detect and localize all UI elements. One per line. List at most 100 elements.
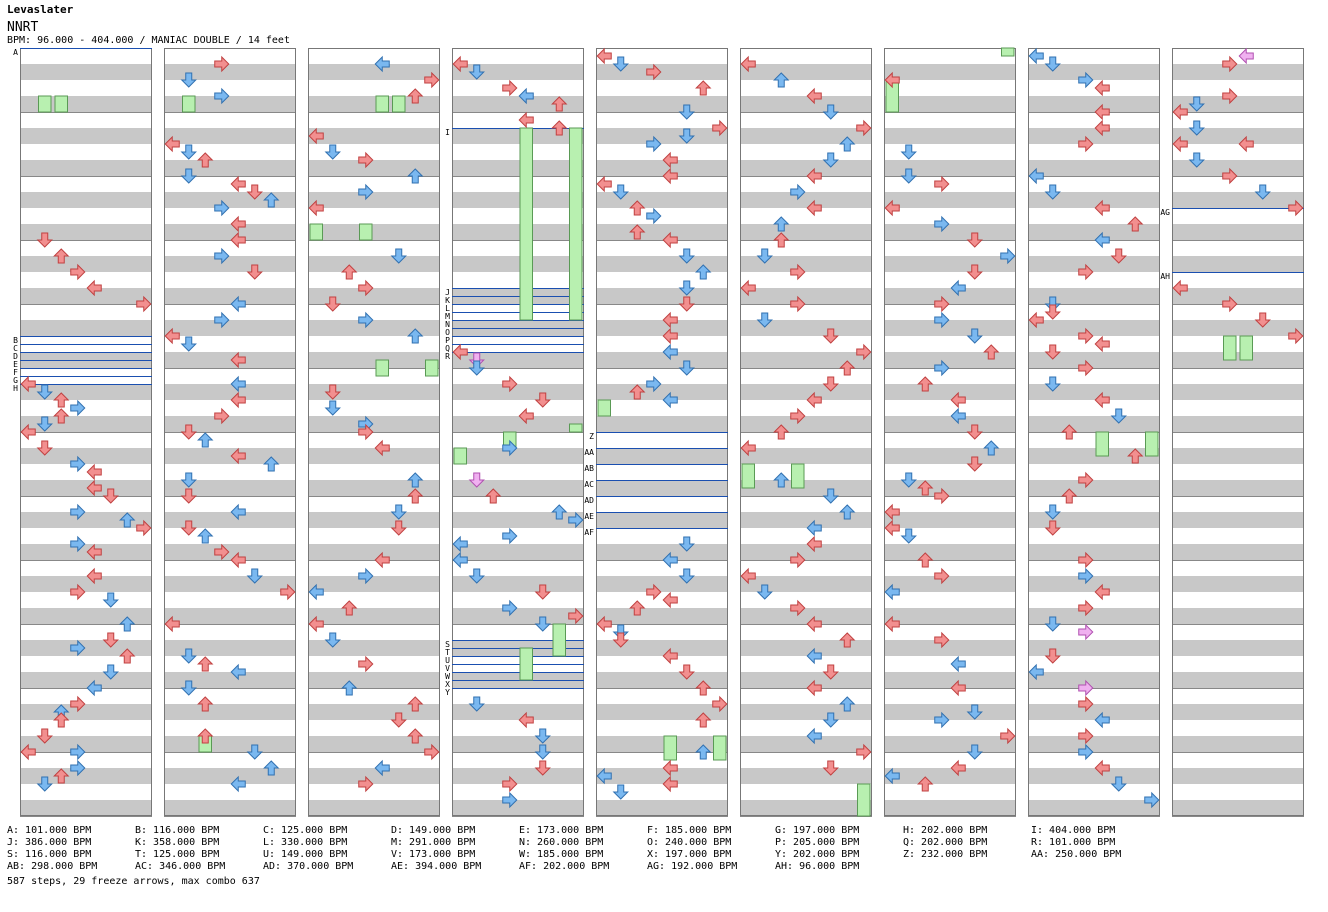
stripe — [1172, 720, 1304, 736]
arrow-right — [70, 399, 86, 417]
arrow-right — [646, 207, 662, 225]
arrow-down — [36, 440, 53, 456]
stripe — [884, 144, 1016, 160]
arrow-right — [70, 535, 86, 553]
arrow-left — [308, 615, 324, 633]
stripe — [1028, 128, 1160, 144]
arrow-left — [374, 551, 390, 569]
arrow-left — [806, 615, 822, 633]
arrow-down — [1188, 96, 1205, 112]
stripe — [452, 400, 584, 416]
stripe — [164, 224, 296, 240]
stripe — [884, 352, 1016, 368]
stripe — [1028, 240, 1160, 256]
stripe — [164, 784, 296, 800]
stripe — [308, 208, 440, 224]
arrow-right — [1078, 263, 1094, 281]
arrow-up — [695, 264, 712, 280]
arrow-up — [119, 616, 136, 632]
stripe — [596, 576, 728, 592]
stripe — [596, 208, 728, 224]
arrow-right — [646, 135, 662, 153]
arrow-down — [966, 424, 983, 440]
arrow-left — [86, 463, 102, 481]
arrow-left — [884, 71, 900, 89]
stripe — [1028, 352, 1160, 368]
stripe — [1028, 192, 1160, 208]
arrow-down — [966, 232, 983, 248]
arrow-up — [119, 648, 136, 664]
arrow-left — [86, 567, 102, 585]
stripe — [164, 800, 296, 816]
arrow-right — [934, 567, 950, 585]
arrow-right — [358, 311, 374, 329]
stripe — [164, 544, 296, 560]
arrow-down — [180, 648, 197, 664]
stripe — [740, 608, 872, 624]
arrow-left — [950, 679, 966, 697]
arrow-down — [966, 704, 983, 720]
stripe — [740, 688, 872, 704]
arrow-right — [1288, 199, 1304, 217]
stripe — [20, 608, 152, 624]
stripe — [884, 464, 1016, 480]
stripe — [164, 720, 296, 736]
arrow-right — [790, 263, 806, 281]
stripe — [740, 800, 872, 816]
stripe — [452, 96, 584, 112]
stripe — [596, 128, 728, 144]
arrow-up — [53, 712, 70, 728]
stripe — [1028, 336, 1160, 352]
stripe — [452, 448, 584, 464]
stripe — [20, 240, 152, 256]
stripe — [20, 640, 152, 656]
arrow-left — [230, 175, 246, 193]
arrow-left — [1094, 79, 1110, 97]
arrow-left — [950, 759, 966, 777]
arrow-right — [358, 567, 374, 585]
stripe — [308, 688, 440, 704]
arrow-left — [1094, 119, 1110, 137]
stripe — [740, 96, 872, 112]
arrow-down — [1188, 152, 1205, 168]
arrow-up — [695, 80, 712, 96]
bpm-marker-label: Z — [589, 432, 594, 441]
stripe — [164, 496, 296, 512]
arrow-left — [164, 327, 180, 345]
stripe — [1028, 784, 1160, 800]
arrow-right — [712, 695, 728, 713]
bpm-legend-entry: X: 197.000 BPM — [647, 849, 732, 860]
stripe — [884, 208, 1016, 224]
stripe — [1172, 656, 1304, 672]
stripe — [740, 448, 872, 464]
stripe — [884, 256, 1016, 272]
arrow-down — [36, 728, 53, 744]
bpm-marker-label: Q — [445, 344, 450, 353]
stripe — [1172, 224, 1304, 240]
arrow-down — [1044, 344, 1061, 360]
bpm-legend-entry: AF: 202.000 BPM — [519, 861, 610, 872]
stripe — [884, 320, 1016, 336]
arrow-left — [662, 167, 678, 185]
stripe — [884, 112, 1016, 128]
arrow-down — [102, 592, 119, 608]
stripe — [596, 112, 728, 128]
stripe — [740, 160, 872, 176]
stripe — [1028, 432, 1160, 448]
stripe — [452, 480, 584, 496]
bpm-marker-label: D — [13, 352, 18, 361]
stripe — [308, 672, 440, 688]
stripe — [164, 176, 296, 192]
arrow-down — [822, 104, 839, 120]
stripe — [452, 464, 584, 480]
arrow-down — [1188, 120, 1205, 136]
stripe — [740, 80, 872, 96]
stripe — [20, 256, 152, 272]
arrow-left — [1094, 231, 1110, 249]
stripe — [1028, 528, 1160, 544]
stripe — [308, 128, 440, 144]
arrow-left — [806, 727, 822, 745]
stripe — [164, 656, 296, 672]
freeze-arrow — [359, 223, 373, 241]
stripe — [884, 368, 1016, 384]
